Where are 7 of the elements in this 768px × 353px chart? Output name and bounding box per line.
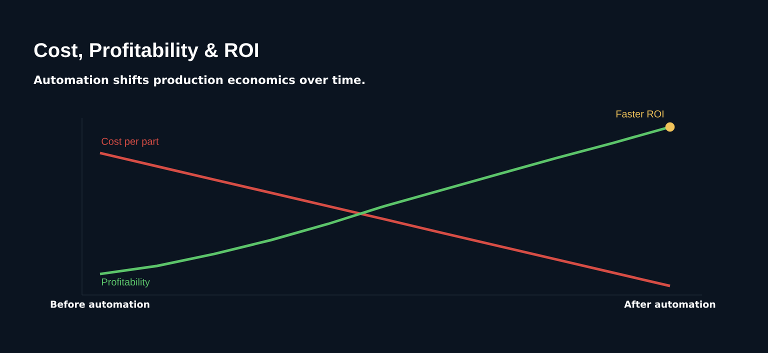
annotation: Faster ROI [616, 110, 664, 118]
series-label: Cost per part [102, 138, 159, 147]
chart-title: Cost, Profitability & ROI [34, 42, 258, 62]
x-tick-label: After automation [624, 300, 716, 308]
series-label: Profitability [102, 278, 150, 288]
x-tick-label: Before automation [50, 300, 150, 308]
chart-subtitle: Automation shifts production economics over time. [34, 75, 364, 86]
